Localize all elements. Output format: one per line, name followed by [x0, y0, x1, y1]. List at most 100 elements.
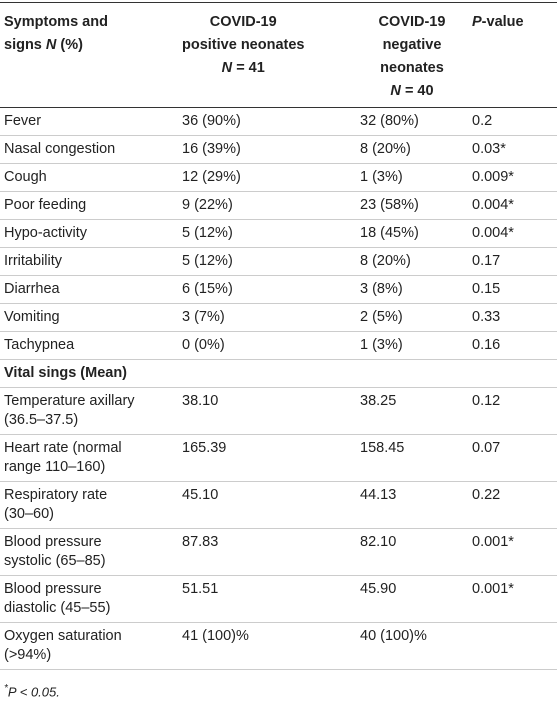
cell-text: 1 (3%)	[360, 169, 403, 185]
label-line: Diarrhea	[4, 281, 60, 297]
cell: 44.13	[356, 481, 468, 529]
cell-text: 38.25	[360, 393, 397, 409]
cell: 9 (22%)	[178, 191, 356, 220]
cell: 0.001*	[468, 575, 557, 623]
cell-text: 0.16	[472, 337, 501, 353]
cell-text: 8 (20%)	[360, 253, 411, 269]
cell-text: 16 (39%)	[182, 141, 241, 157]
cell-text: 5 (12%)	[182, 253, 233, 269]
row-label: Respiratory rate (30–60)	[0, 481, 178, 529]
table-body: Fever 36 (90%) 32 (80%) 0.2 Nasal congestion…	[0, 107, 557, 670]
table-row: Respiratory rate (30–60) 45.10 44.13 0.22	[0, 481, 557, 529]
cell: 40 (100)%	[356, 622, 468, 670]
row-label: Vital sings (Mean)	[0, 359, 557, 388]
header-block: COVID-19 positive neonates N = 41	[182, 11, 304, 80]
cell: 18 (45%)	[356, 219, 468, 248]
cell-text: 3 (8%)	[360, 281, 403, 297]
table-row: Fever 36 (90%) 32 (80%) 0.2	[0, 107, 557, 136]
cell-text: 36 (90%)	[182, 113, 241, 129]
row-label: Diarrhea	[0, 275, 178, 304]
cell-text: 23 (58%)	[360, 197, 419, 213]
label-line: systolic (65–85)	[4, 553, 106, 569]
cell: 8 (20%)	[356, 247, 468, 276]
cell: 0.12	[468, 387, 557, 435]
cell-text: 0.004*	[472, 225, 514, 241]
label-line: Vital sings (Mean)	[4, 365, 128, 381]
header-block: COVID-19 negative neonates N = 40	[360, 11, 464, 103]
cell: 0.33	[468, 303, 557, 332]
cell-text: 12 (29%)	[182, 169, 241, 185]
header-line: P-value	[472, 11, 553, 34]
row-label: Oxygen saturation (>94%)	[0, 622, 178, 670]
label-line: Hypo-activity	[4, 225, 87, 241]
table-row: Vital sings (Mean)	[0, 359, 557, 388]
cell: 16 (39%)	[178, 135, 356, 164]
cell-text: 3 (7%)	[182, 309, 225, 325]
header-cell: COVID-19 positive neonates N = 41	[178, 2, 356, 108]
row-label: Cough	[0, 163, 178, 192]
header-text: P	[472, 14, 482, 30]
row-label: Fever	[0, 107, 178, 136]
cell-text: 158.45	[360, 440, 405, 456]
header-line: Symptoms and	[4, 11, 174, 34]
cell-text: 1 (3%)	[360, 337, 403, 353]
cell: 38.25	[356, 387, 468, 435]
cell: 0.15	[468, 275, 557, 304]
cell-text: 0 (0%)	[182, 337, 225, 353]
cell: 36 (90%)	[178, 107, 356, 136]
cell: 0.17	[468, 247, 557, 276]
cell: 32 (80%)	[356, 107, 468, 136]
cell: 12 (29%)	[178, 163, 356, 192]
label-line: Nasal congestion	[4, 141, 116, 157]
cell-text: 41 (100)%	[182, 628, 249, 644]
cell-text: 0.004*	[472, 197, 514, 213]
label-line: (36.5–37.5)	[4, 412, 79, 428]
cell: 45.90	[356, 575, 468, 623]
cell-text: 18 (45%)	[360, 225, 419, 241]
header-line: COVID-19	[182, 11, 304, 34]
row-label: Blood pressure diastolic (45–55)	[0, 575, 178, 623]
cell-text: 2 (5%)	[360, 309, 403, 325]
cell: 5 (12%)	[178, 219, 356, 248]
label-line: Irritability	[4, 253, 63, 269]
cell-text: 45.10	[182, 487, 219, 503]
table-row: Irritability 5 (12%) 8 (20%) 0.17	[0, 247, 557, 276]
cell-text: 0.07	[472, 440, 501, 456]
cell: 41 (100)%	[178, 622, 356, 670]
cell-text: 0.001*	[472, 581, 514, 597]
label-line: Oxygen saturation	[4, 628, 122, 644]
cell: 6 (15%)	[178, 275, 356, 304]
cell-text: 9 (22%)	[182, 197, 233, 213]
cell: 1 (3%)	[356, 331, 468, 360]
header-text: = 40	[404, 83, 434, 99]
header-line: negative neonates	[360, 34, 464, 80]
label-line: Heart rate (normal	[4, 440, 122, 456]
table-row: Heart rate (normal range 110–160) 165.39 15…	[0, 434, 557, 482]
header-text: positive neonates	[182, 37, 305, 53]
cell: 45.10	[178, 481, 356, 529]
row-label: Irritability	[0, 247, 178, 276]
cell-text: 51.51	[182, 581, 219, 597]
cell-text: 87.83	[182, 534, 219, 550]
label-line: Blood pressure	[4, 581, 102, 597]
cell-text: 0.22	[472, 487, 501, 503]
table-row: Cough 12 (29%) 1 (3%) 0.009*	[0, 163, 557, 192]
cell: 23 (58%)	[356, 191, 468, 220]
cell: 0.16	[468, 331, 557, 360]
cell-text: 0.12	[472, 393, 501, 409]
cell: 0.07	[468, 434, 557, 482]
header-text: signs	[4, 37, 42, 53]
label-line: Fever	[4, 113, 42, 129]
cell-text: 0.15	[472, 281, 501, 297]
table-row: Blood pressure systolic (65–85) 87.83 82.10…	[0, 528, 557, 576]
cell: 0.004*	[468, 219, 557, 248]
header-text: = 41	[236, 60, 265, 76]
header-text: Symptoms and	[4, 14, 108, 30]
cell-text: 6 (15%)	[182, 281, 233, 297]
table-row: Diarrhea 6 (15%) 3 (8%) 0.15	[0, 275, 557, 304]
header-text: (%)	[60, 37, 83, 53]
label-line: Vomiting	[4, 309, 60, 325]
row-label: Tachypnea	[0, 331, 178, 360]
cell: 3 (7%)	[178, 303, 356, 332]
cell: 0 (0%)	[178, 331, 356, 360]
